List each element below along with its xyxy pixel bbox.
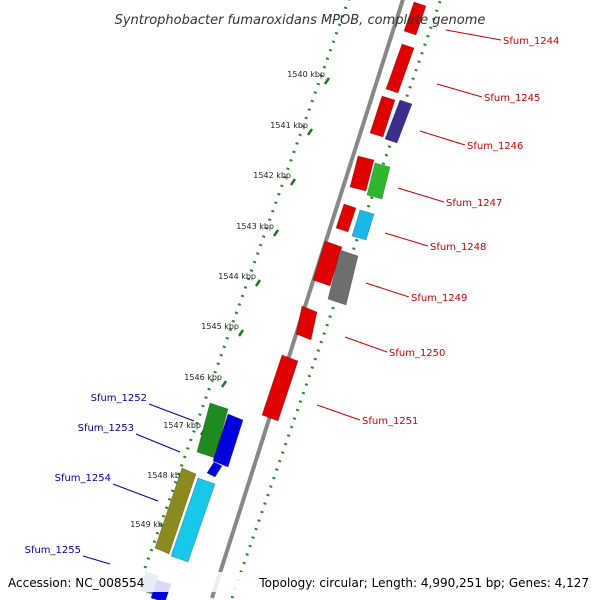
tick-label: 1548 kbp (147, 471, 185, 480)
topology-stats-text: Topology: circular; Length: 4,990,251 bp… (258, 576, 589, 590)
gene-arrow (403, 1, 427, 36)
gene-arrow (261, 354, 299, 422)
tick-1547: 1547 kbp (163, 421, 207, 436)
ticks-layer: 1540 kbp 1541 kbp 1542 kbp 1543 kbp 1544 kbp… (130, 70, 331, 535)
leader-line (419, 130, 466, 146)
gene-arrow (369, 95, 396, 138)
inner-tick-track (143, 0, 351, 569)
gene-label: Sfum_1244 (503, 36, 559, 47)
forward-gene-Sfum_1246 (369, 95, 413, 144)
footer-backdrop (0, 572, 600, 592)
forward-gene-Sfum_1247 (349, 155, 391, 200)
gene-label: Sfum_1252 (91, 393, 147, 404)
tick-1542: 1542 kbp (253, 171, 297, 186)
leader-line (316, 404, 361, 421)
backbone-layer (143, 0, 443, 599)
gene-label: Sfum_1249 (411, 293, 467, 304)
reverse-gene-Sfum_1254 (154, 467, 216, 563)
leader-line (365, 282, 410, 298)
gene-label: Sfum_1254 (55, 473, 111, 484)
tick-mark (254, 279, 262, 287)
leader-line (344, 336, 388, 353)
tick-label: 1547 kbp (163, 421, 201, 430)
forward-gene-Sfum_1248 (335, 203, 375, 241)
tick-1544: 1544 kbp (218, 272, 262, 287)
tick-mark (323, 77, 331, 85)
leader-line (445, 29, 502, 41)
gene-arrow (349, 155, 375, 192)
forward-gene-Sfum_1249 (312, 240, 359, 306)
leader-line (436, 83, 483, 98)
gene-arrow (196, 402, 229, 459)
gene-arrow (170, 477, 216, 563)
leader-line (82, 555, 111, 565)
gene-arrow (212, 413, 244, 468)
map-title: Syntrophobacter fumaroxidans MPOB, compl… (115, 13, 486, 28)
leader-line (148, 403, 195, 422)
tick-1546: 1546 kbp (184, 373, 228, 388)
gene-label: Sfum_1250 (389, 348, 445, 359)
gene-arrow (384, 99, 413, 144)
gene-label: Sfum_1247 (446, 198, 502, 209)
gene-label: Sfum_1253 (78, 423, 134, 434)
tick-1543: 1543 kbp (236, 222, 280, 237)
gene-arrow (385, 43, 415, 94)
gene-label: Sfum_1245 (484, 93, 540, 104)
tick-label: 1541 kbp (270, 121, 308, 130)
forward-gene-Sfum_1250 (295, 305, 318, 341)
leader-line (112, 483, 159, 502)
tick-label: 1543 kbp (236, 222, 274, 231)
backbone-ring (210, 0, 405, 599)
tick-label: 1546 kbp (184, 373, 222, 382)
tick-label: 1540 kbp (287, 70, 325, 79)
tick-mark (272, 229, 280, 237)
reverse-gene-Sfum_1253 (206, 413, 244, 478)
gene-arrow (351, 209, 375, 241)
tick-mark (237, 329, 245, 337)
forward-gene-Sfum_1244 (403, 1, 427, 36)
tick-1540: 1540 kbp (287, 70, 331, 85)
tick-label: 1545 kbp (201, 322, 239, 331)
tick-1541: 1541 kbp (270, 121, 314, 136)
reverse-gene-Sfum_1252 (196, 402, 229, 459)
gene-label: Sfum_1255 (25, 545, 81, 556)
forward-gene-Sfum_1251 (261, 354, 299, 422)
gene-label: Sfum_1248 (430, 242, 486, 253)
leader-line (384, 232, 429, 247)
tick-1545: 1545 kbp (201, 322, 245, 337)
gene-arrow (206, 461, 223, 478)
tick-label: 1542 kbp (253, 171, 291, 180)
tick-mark (306, 128, 314, 136)
leader-line (397, 187, 445, 203)
gene-arrow (295, 305, 318, 341)
accession-text: Accession: NC_008554 (8, 576, 144, 590)
gene-arrow (327, 249, 359, 306)
tick-mark (289, 178, 297, 186)
genes-layer (139, 1, 427, 600)
gene-arrow (154, 467, 197, 555)
gene-arrow (366, 162, 391, 200)
leader-line (135, 433, 181, 453)
tick-label: 1549 kbp (130, 520, 168, 529)
gene-arrow (312, 240, 343, 287)
tick-label: 1544 kbp (218, 272, 256, 281)
gene-label: Sfum_1246 (467, 141, 523, 152)
forward-gene-Sfum_1245 (385, 43, 415, 94)
gene-label: Sfum_1251 (362, 416, 418, 427)
tick-mark (220, 380, 228, 388)
labels-layer: Sfum_1244 Sfum_1245 Sfum_1246 Sfum_1247 Sfum… (25, 29, 559, 565)
gene-arrow (335, 203, 357, 233)
